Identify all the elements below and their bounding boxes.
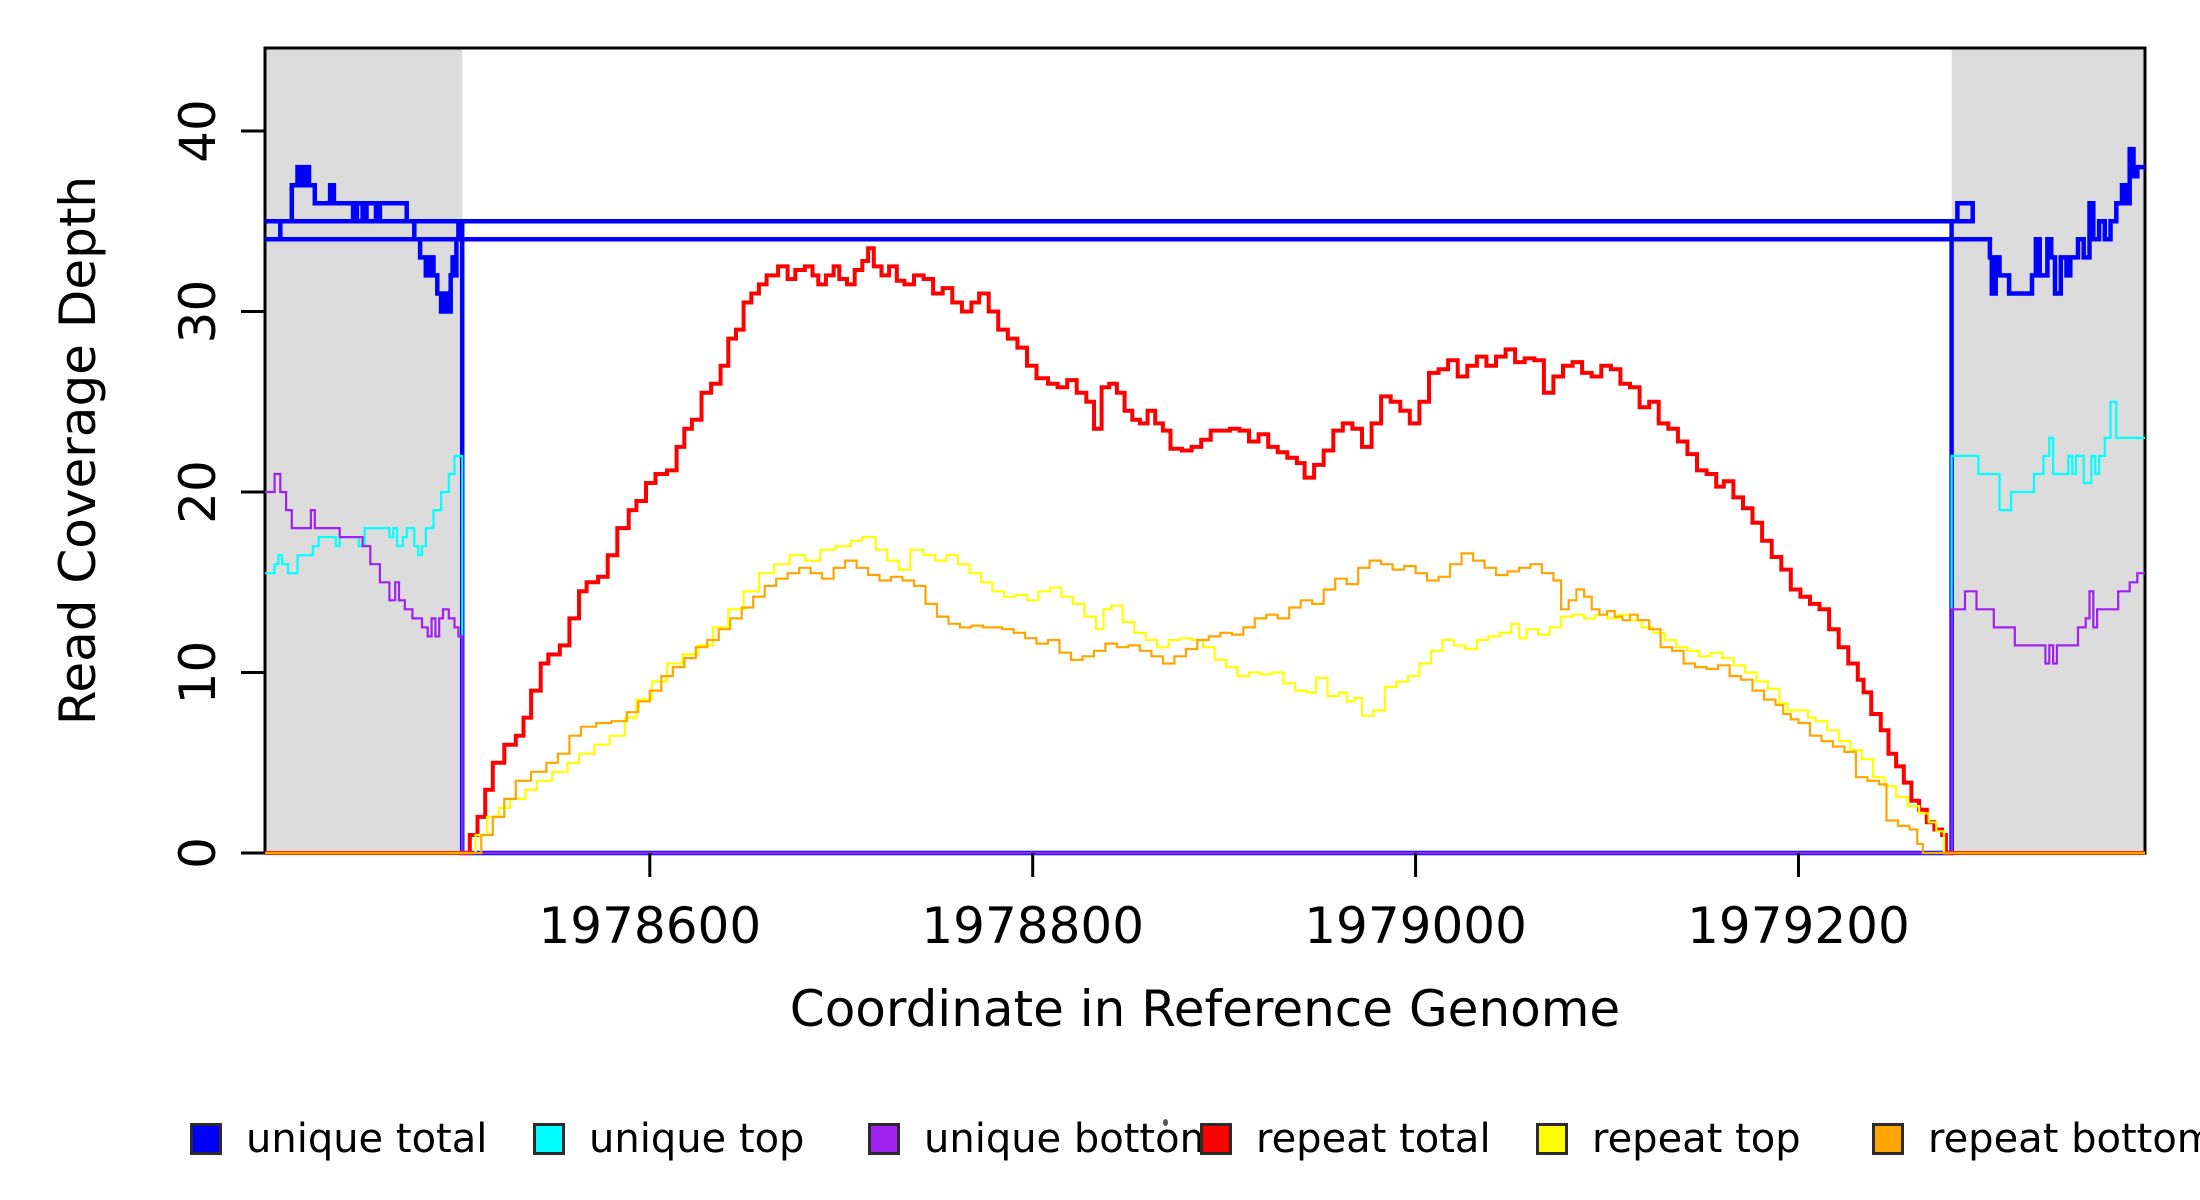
- legend-item-repeat-top: repeat top: [1536, 1116, 1801, 1162]
- series-repeat-top: [265, 536, 2145, 855]
- legend-label: unique top: [589, 1116, 805, 1162]
- legend-swatch-icon: [868, 1123, 900, 1155]
- y-tick-label: 10: [169, 641, 227, 705]
- series-repeat-total: [265, 246, 2145, 855]
- legend-label: unique bottom: [924, 1116, 1219, 1162]
- y-axis-title: Read Coverage Depth: [49, 176, 107, 725]
- legend-label: repeat top: [1592, 1116, 1801, 1162]
- legend-label: unique total: [246, 1116, 488, 1162]
- y-tick-label: 30: [169, 280, 227, 344]
- legend: unique total unique top unique bottom repea…: [0, 1116, 2200, 1176]
- y-tick-label: 20: [169, 460, 227, 524]
- stray-mark: [1163, 1119, 1168, 1126]
- series-unique-top: [265, 400, 2145, 855]
- legend-item-unique-bottom: unique bottom: [868, 1116, 1219, 1162]
- x-axis-title: Coordinate in Reference Genome: [790, 980, 1620, 1038]
- legend-swatch-icon: [1872, 1123, 1904, 1155]
- legend-item-repeat-total: repeat total: [1200, 1116, 1491, 1162]
- legend-swatch-icon: [533, 1123, 565, 1155]
- series-repeat-bottom: [265, 552, 2145, 855]
- y-tick-label: 0: [169, 837, 227, 869]
- legend-item-unique-top: unique top: [533, 1116, 804, 1162]
- x-tick-label: 1979000: [1304, 897, 1527, 955]
- series-group: [265, 146, 2145, 856]
- x-tick-label: 1978800: [921, 897, 1144, 955]
- legend-swatch-icon: [1536, 1123, 1568, 1155]
- legend-label: repeat total: [1256, 1116, 1491, 1162]
- legend-item-repeat-bottom: repeat bottom: [1872, 1116, 2200, 1162]
- plot-box: [263, 46, 2147, 855]
- legend-label: repeat bottom: [1928, 1116, 2200, 1162]
- legend-swatch-icon: [1200, 1123, 1232, 1155]
- shaded-region-left-unique-flank: [265, 48, 463, 853]
- x-tick-label: 1979200: [1687, 897, 1910, 955]
- series-unique-bottom: [265, 472, 2145, 855]
- y-tick-label: 40: [169, 99, 227, 163]
- legend-swatch-icon: [190, 1123, 222, 1155]
- x-tick-label: 1978600: [538, 897, 761, 955]
- legend-item-unique-total: unique total: [190, 1116, 487, 1162]
